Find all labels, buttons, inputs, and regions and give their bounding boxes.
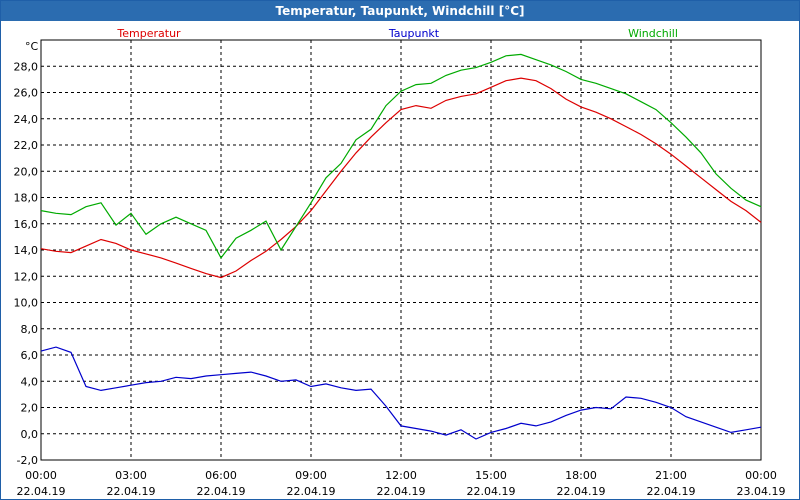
- y-tick-label: 16,0: [14, 218, 39, 231]
- legend-label-taupunkt: Taupunkt: [388, 27, 440, 40]
- y-tick-label: 18,0: [14, 192, 39, 205]
- y-tick-label: 26,0: [14, 87, 39, 100]
- x-tick-time: 00:00: [25, 469, 57, 482]
- x-tick-date: 22.04.19: [557, 485, 606, 498]
- x-tick-time: 12:00: [385, 469, 417, 482]
- x-tick-date: 22.04.19: [647, 485, 696, 498]
- x-tick-time: 09:00: [295, 469, 327, 482]
- series-line-windchill: [40, 53, 762, 260]
- legend-label-windchill: Windchill: [628, 27, 678, 40]
- y-tick-label: 10,0: [14, 297, 39, 310]
- x-tick-date: 22.04.19: [377, 485, 426, 498]
- series-line-taupunkt: [40, 346, 762, 440]
- series-line-temperatur: [40, 77, 762, 279]
- x-tick-date: 22.04.19: [197, 485, 246, 498]
- y-axis-unit-label: °C: [25, 40, 39, 53]
- y-tick-label: 4,0: [21, 375, 39, 388]
- legend-label-temperatur: Temperatur: [116, 27, 181, 40]
- x-tick-time: 21:00: [655, 469, 687, 482]
- y-tick-label: -2,0: [17, 454, 38, 467]
- y-tick-label: 8,0: [21, 323, 39, 336]
- x-tick-date: 23.04.19: [737, 485, 786, 498]
- y-tick-label: 28,0: [14, 60, 39, 73]
- x-tick-time: 06:00: [205, 469, 237, 482]
- y-tick-label: 0,0: [21, 428, 39, 441]
- x-tick-date: 22.04.19: [107, 485, 156, 498]
- x-tick-date: 22.04.19: [287, 485, 336, 498]
- x-tick-time: 18:00: [565, 469, 597, 482]
- x-tick-date: 22.04.19: [17, 485, 66, 498]
- x-tick-date: 22.04.19: [467, 485, 516, 498]
- y-tick-label: 12,0: [14, 270, 39, 283]
- x-tick-time: 00:00: [745, 469, 777, 482]
- window-title-bar: Temperatur, Taupunkt, Windchill [°C]: [1, 1, 799, 21]
- y-tick-label: 24,0: [14, 113, 39, 126]
- x-tick-time: 03:00: [115, 469, 147, 482]
- y-tick-label: 22,0: [14, 139, 39, 152]
- y-tick-label: 2,0: [21, 402, 39, 415]
- window-title: Temperatur, Taupunkt, Windchill [°C]: [275, 4, 525, 18]
- y-tick-label: 14,0: [14, 244, 39, 257]
- y-tick-label: 20,0: [14, 165, 39, 178]
- x-tick-time: 15:00: [475, 469, 507, 482]
- y-tick-label: 6,0: [21, 349, 39, 362]
